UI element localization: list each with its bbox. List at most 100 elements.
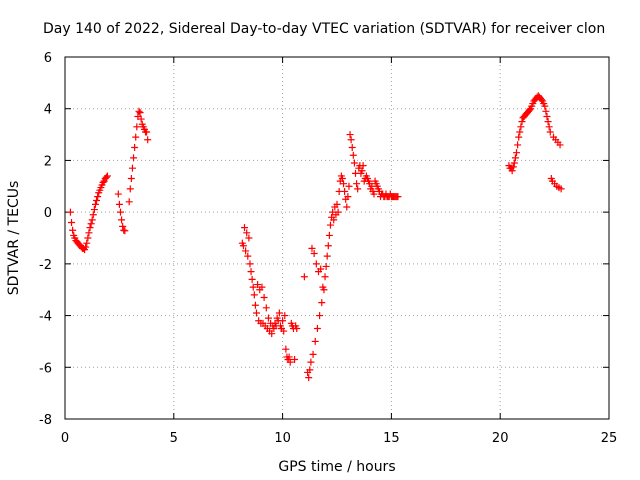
data-point (244, 252, 252, 260)
data-point (544, 118, 552, 126)
data-point (320, 286, 328, 294)
data-point (340, 180, 348, 188)
data-point (546, 128, 554, 136)
data-point (88, 216, 96, 224)
data-point (307, 358, 315, 366)
x-tick-label: 20 (492, 431, 509, 446)
x-tick-label: 15 (383, 431, 400, 446)
data-point (128, 164, 136, 172)
data-point (514, 141, 522, 149)
data-point (251, 301, 259, 309)
data-point (260, 293, 268, 301)
data-point (282, 345, 290, 353)
data-point (293, 325, 301, 332)
axis-ticks: 0 5 10 15 20 25 -8 -6 -4 -2 0 2 4 6 (39, 51, 617, 446)
data-point (343, 203, 351, 211)
data-point (518, 118, 526, 126)
data-point (312, 260, 320, 268)
data-point (300, 273, 308, 281)
data-point (325, 231, 333, 239)
data-point (510, 159, 518, 167)
data-point (306, 366, 314, 374)
data-point (310, 250, 318, 258)
data-point (242, 247, 250, 255)
data-point (354, 185, 362, 193)
data-point (103, 172, 111, 180)
data-point (513, 149, 521, 157)
x-tick-label: 25 (601, 431, 618, 446)
data-point (135, 107, 143, 115)
data-point (118, 216, 126, 224)
data-point (334, 208, 342, 216)
data-point (324, 242, 332, 250)
y-tick-label: -6 (39, 361, 52, 376)
data-point (131, 144, 139, 151)
data-point (305, 374, 313, 382)
data-point (243, 229, 251, 237)
data-point (338, 175, 346, 183)
data-point (268, 330, 276, 338)
series-segment-2 (114, 190, 129, 235)
data-point (85, 229, 93, 237)
data-point (508, 167, 516, 175)
data-point (250, 291, 258, 299)
data-point (309, 350, 317, 358)
data-point (317, 265, 325, 273)
data-point (127, 175, 135, 183)
data-point (130, 154, 138, 162)
x-tick-label: 5 (170, 431, 178, 446)
data-point (286, 358, 294, 366)
data-point (143, 128, 151, 136)
y-axis-label: SDTVAR / TECUs (6, 181, 22, 296)
data-point (248, 275, 256, 283)
data-point (247, 268, 255, 276)
data-point (515, 133, 523, 141)
y-tick-label: 2 (44, 154, 52, 169)
data-point (316, 312, 324, 320)
data-point (516, 128, 524, 136)
y-tick-label: 6 (44, 51, 52, 66)
data-point (137, 115, 145, 123)
data-point (275, 309, 283, 317)
data-point (114, 190, 122, 198)
data-point (90, 206, 98, 214)
data-point (264, 314, 272, 322)
data-point (245, 234, 253, 242)
data-point (86, 224, 94, 232)
data-point (84, 234, 92, 242)
data-point (249, 283, 257, 291)
data-point (116, 208, 124, 216)
data-point (69, 226, 77, 234)
data-point (125, 198, 133, 206)
data-point (281, 312, 289, 320)
data-point (115, 200, 123, 208)
data-point (358, 167, 366, 175)
data-point (318, 299, 326, 307)
data-point (126, 185, 134, 193)
data-point (102, 173, 110, 181)
data-point (313, 325, 321, 332)
data-point (526, 106, 534, 114)
data-point (370, 190, 378, 198)
data-point (291, 356, 299, 364)
data-point (83, 239, 91, 247)
plot-frame (64, 56, 610, 420)
data-point (93, 197, 101, 205)
data-point (348, 144, 356, 151)
data-point (330, 216, 338, 224)
series-segment-1 (66, 172, 111, 254)
data-point (285, 353, 293, 361)
data-point (322, 262, 330, 270)
data-point (87, 220, 95, 228)
data-point (258, 283, 266, 291)
data-point (144, 136, 152, 144)
data-point (394, 193, 402, 201)
data-point (557, 185, 565, 193)
data-point (91, 200, 99, 208)
x-axis-label: GPS time / hours (278, 459, 395, 475)
data-point (545, 123, 553, 131)
data-point (311, 337, 319, 345)
data-point (136, 109, 144, 117)
series-segment-3 (125, 107, 152, 206)
